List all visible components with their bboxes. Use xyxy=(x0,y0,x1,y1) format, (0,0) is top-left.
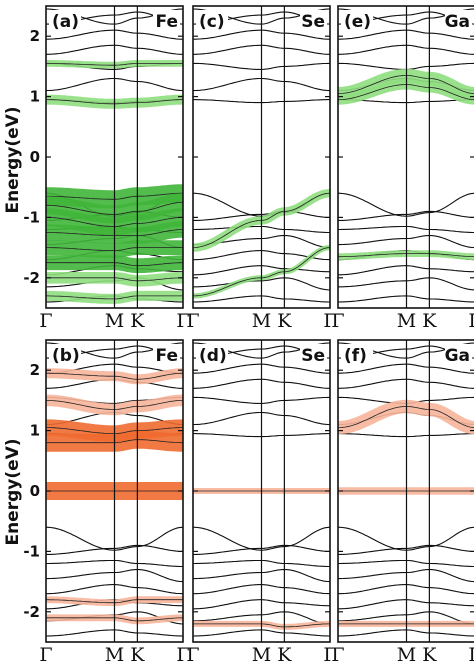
x-tick-label: M xyxy=(105,310,124,332)
x-tick-label: K xyxy=(277,310,292,332)
y-tick-label: 0 xyxy=(30,148,40,166)
panel-b: 2 1 0 -1 -2 Γ M K Γ (b) Fe xyxy=(23,339,190,666)
panel-element-bg xyxy=(300,10,327,32)
y-axis-label-bottom: Energy(eV) xyxy=(3,438,23,545)
x-tick-label: Γ xyxy=(323,310,336,332)
y-axis-label-top: Energy(eV) xyxy=(3,106,23,213)
y-tick-label: -1 xyxy=(23,542,40,560)
x-tick-label: Γ xyxy=(186,644,199,666)
panel-letter: (d) xyxy=(199,346,227,366)
panel-a: 2 1 0 -1 -2 Γ M K Γ (a) Fe xyxy=(23,5,190,332)
panel-c: Γ M K Γ (c) Se xyxy=(186,5,337,332)
x-tick-label: Γ xyxy=(468,310,474,332)
x-tick-label: K xyxy=(422,644,437,666)
x-tick-label: K xyxy=(130,644,145,666)
panel-letter-bg xyxy=(341,10,373,32)
x-tick-label: K xyxy=(422,310,437,332)
panel-element-bg xyxy=(153,344,180,366)
x-tick-label: K xyxy=(130,310,145,332)
x-tick-label: K xyxy=(277,644,292,666)
y-tick-label: 0 xyxy=(30,482,40,500)
panel-letter: (b) xyxy=(52,346,80,366)
panel-element-bg xyxy=(445,10,472,32)
panel-letter-bg xyxy=(49,10,81,32)
y-tick-label: -2 xyxy=(23,269,40,287)
panel-element-label: Fe xyxy=(156,12,178,32)
panel-letter: (e) xyxy=(344,12,371,32)
panel-element-bg xyxy=(153,10,180,32)
panel-f: Γ MK Γ (f) Ga xyxy=(331,339,474,666)
panel-letter: (a) xyxy=(52,12,79,32)
panel-d: Γ M K Γ (d) Se xyxy=(186,339,337,666)
x-tick-label: Γ xyxy=(323,644,336,666)
panel-letter-bg xyxy=(341,344,373,366)
y-tick-label: 1 xyxy=(30,422,40,440)
x-tick-label: Γ xyxy=(186,310,199,332)
panel-element-label: Fe xyxy=(156,346,178,366)
x-tick-label: Γ xyxy=(331,310,344,332)
panel-element-label: Ga xyxy=(445,346,470,366)
x-tick-label: Γ xyxy=(176,644,189,666)
x-tick-label: M xyxy=(397,644,416,666)
panel-letter-bg xyxy=(49,344,81,366)
y-tick-label: -1 xyxy=(23,208,40,226)
panel-letter: (c) xyxy=(199,12,225,32)
x-tick-label: M xyxy=(105,644,124,666)
panel-element-label: Se xyxy=(301,346,325,366)
x-tick-label: M xyxy=(397,310,416,332)
panel-letter-bg xyxy=(196,10,228,32)
x-tick-label: Γ xyxy=(176,310,189,332)
x-tick-label: Γ xyxy=(468,644,474,666)
panel-element-label: Se xyxy=(301,12,325,32)
panel-letter-bg xyxy=(196,344,228,366)
y-tick-label: 2 xyxy=(30,27,40,45)
panel-element-label: Ga xyxy=(445,12,470,32)
x-tick-label: Γ xyxy=(39,310,52,332)
panel-element-bg xyxy=(445,344,472,366)
x-tick-label: Γ xyxy=(331,644,344,666)
y-tick-label: 1 xyxy=(30,88,40,106)
y-tick-label: 2 xyxy=(30,361,40,379)
panels-group: 210-1-2ΓMKΓ(a)FeΓMKΓ(c)SeΓMKΓ(e)Ga210-1-… xyxy=(23,5,474,666)
x-tick-label: M xyxy=(252,644,271,666)
x-tick-label: M xyxy=(252,310,271,332)
panel-element-bg xyxy=(300,344,327,366)
panel-letter: (f) xyxy=(344,346,367,366)
panel-e: Γ MK Γ (e) Ga xyxy=(331,5,474,332)
y-tick-label: -2 xyxy=(23,603,40,621)
x-tick-label: Γ xyxy=(39,644,52,666)
